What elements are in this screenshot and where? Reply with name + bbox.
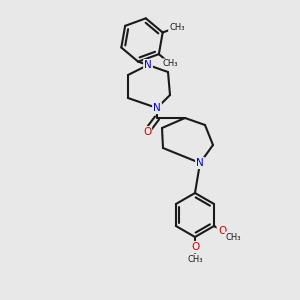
Text: CH₃: CH₃	[187, 254, 203, 263]
Text: CH₃: CH₃	[225, 232, 241, 242]
Text: N: N	[144, 60, 152, 70]
Text: N: N	[153, 103, 161, 113]
Text: O: O	[191, 242, 199, 252]
Text: O: O	[191, 242, 199, 252]
Text: O: O	[219, 226, 227, 236]
Text: O: O	[143, 127, 151, 137]
Text: CH₃: CH₃	[169, 23, 184, 32]
Text: O: O	[218, 226, 226, 236]
Text: CH₃: CH₃	[163, 59, 178, 68]
Text: O: O	[219, 226, 227, 236]
Text: N: N	[196, 158, 204, 168]
